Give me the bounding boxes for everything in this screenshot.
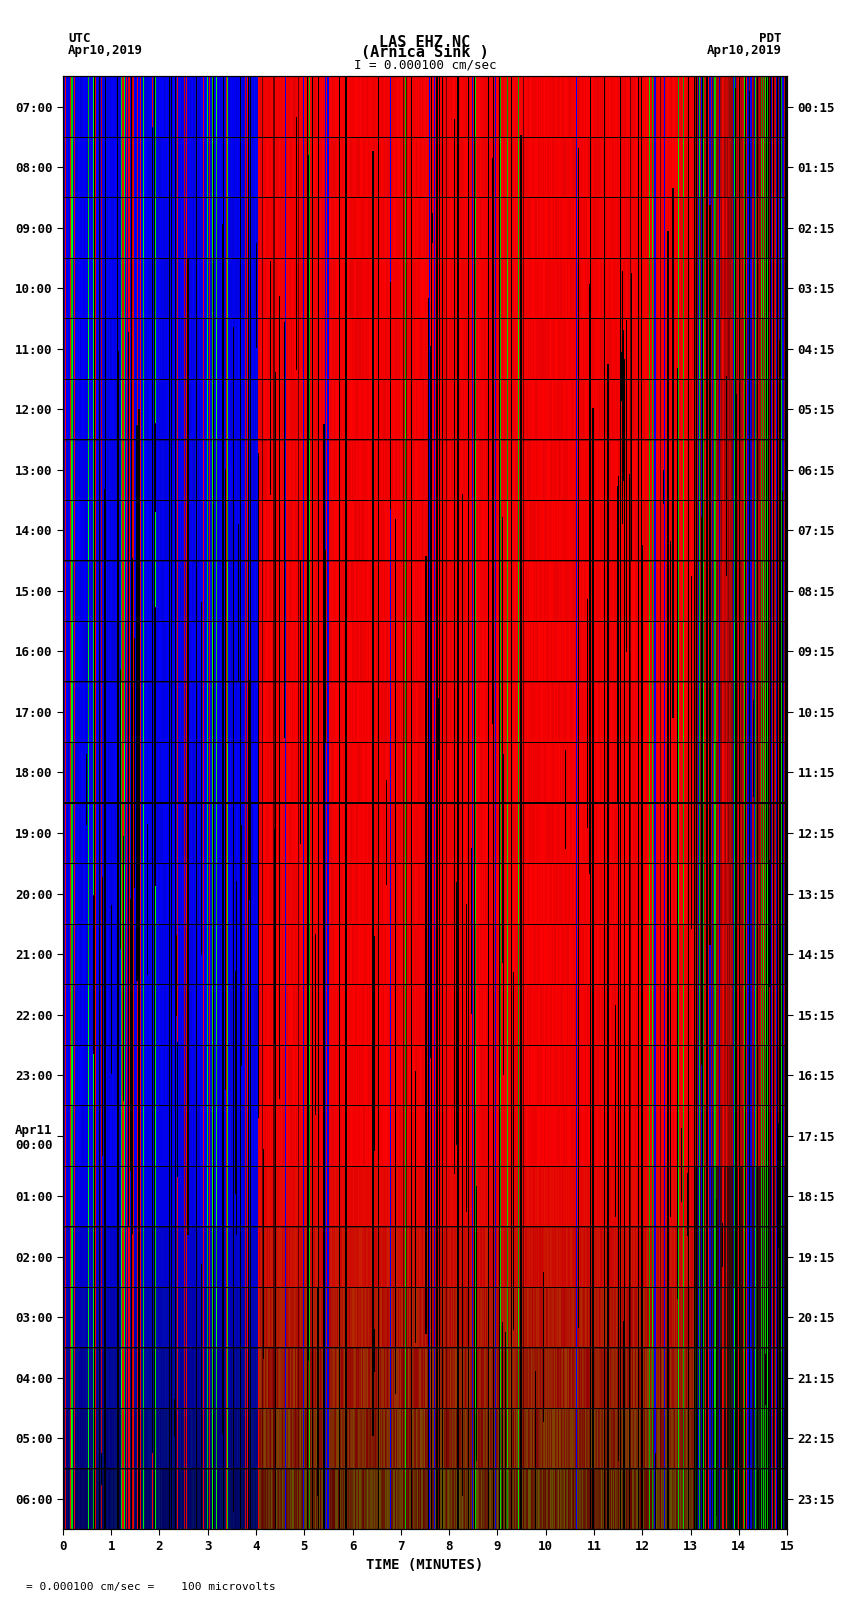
Text: PDT: PDT: [760, 32, 782, 45]
Text: Apr10,2019: Apr10,2019: [68, 44, 143, 56]
Text: I = 0.000100 cm/sec: I = 0.000100 cm/sec: [354, 58, 496, 71]
Text: LAS EHZ NC: LAS EHZ NC: [379, 35, 471, 50]
Text: (Arnica Sink ): (Arnica Sink ): [361, 45, 489, 60]
X-axis label: TIME (MINUTES): TIME (MINUTES): [366, 1558, 484, 1573]
Text: Apr10,2019: Apr10,2019: [707, 44, 782, 56]
Text: = 0.000100 cm/sec =    100 microvolts: = 0.000100 cm/sec = 100 microvolts: [26, 1582, 275, 1592]
Text: UTC: UTC: [68, 32, 90, 45]
